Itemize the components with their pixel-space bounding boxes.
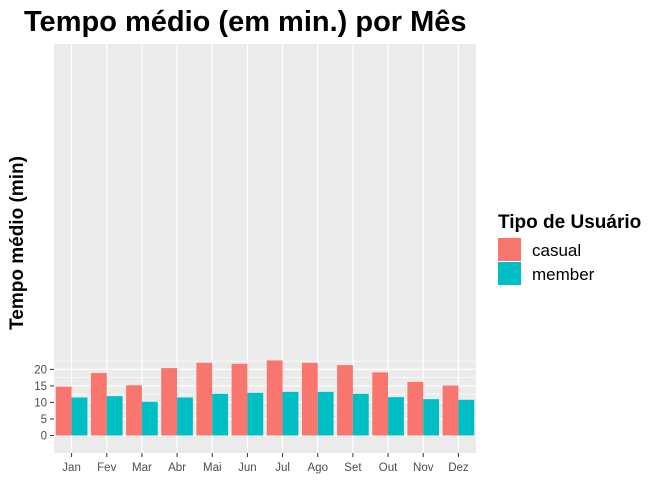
x-tick-label: Jul (275, 462, 290, 474)
plot-panel (54, 44, 476, 453)
bar-casual-Mar (126, 385, 142, 436)
y-tick-label: 5 (41, 414, 47, 426)
bar-casual-Fev (90, 373, 107, 436)
bar-casual-Jul (266, 360, 283, 436)
bar-casual-Jan (55, 386, 72, 436)
x-tick-label: Nov (413, 462, 434, 474)
bar-casual-Abr (161, 368, 178, 436)
bars-layer (55, 360, 475, 436)
bar-member-Dez (458, 399, 475, 436)
x-tick-label: Jun (238, 462, 257, 474)
x-tick-label: Dez (448, 462, 469, 474)
bar-member-Fev (106, 396, 123, 436)
bar-casual-Dez (442, 385, 459, 436)
bar-casual-Out (372, 372, 389, 436)
x-tick-label: Abr (168, 462, 186, 474)
axis-ticks: 0 5 10 15 20 Jan Fev Mar Abr Mai Jun Jul Ago Set Out No… (34, 364, 469, 474)
y-tick-label: 20 (34, 364, 47, 376)
x-tick-label: Set (344, 462, 362, 474)
bar-member-Mai (212, 393, 229, 436)
chart-title: Tempo médio (em min.) por Mês (24, 6, 467, 38)
bar-member-Jul (282, 391, 299, 436)
x-tick-label: Mai (203, 462, 222, 474)
x-tick-label: Ago (308, 462, 328, 474)
bar-casual-Nov (407, 381, 424, 436)
bar-member-Mar (141, 401, 158, 436)
bar-member-Nov (423, 399, 440, 436)
bar-casual-Set (337, 365, 353, 436)
x-tick-label: Mar (132, 462, 152, 474)
bar-casual-Mai (196, 362, 213, 436)
plot-background (54, 44, 476, 453)
y-tick-label: 0 (41, 431, 47, 443)
legend-label-casual: casual (532, 241, 581, 260)
legend-key-member (498, 262, 521, 285)
bar-casual-Jun (231, 363, 248, 436)
y-tick-label: 15 (34, 381, 47, 393)
bar-member-Abr (177, 397, 193, 436)
bar-member-Jan (71, 397, 88, 436)
bar-member-Ago (317, 391, 334, 436)
bar-member-Jun (247, 392, 264, 436)
legend-label-member: member (532, 265, 595, 284)
y-axis-title: Tempo médio (min) (7, 156, 28, 330)
x-tick-label: Jan (62, 462, 81, 474)
legend-title: Tipo de Usuário (498, 212, 641, 233)
x-tick-label: Fev (97, 462, 116, 474)
x-tick-label: Out (379, 462, 398, 474)
bar-member-Out (388, 397, 404, 436)
legend: Tipo de Usuário casual member (498, 212, 641, 285)
bar-member-Set (352, 393, 369, 436)
bar-casual-Ago (301, 362, 318, 436)
y-tick-label: 10 (34, 397, 47, 409)
legend-key-casual (498, 238, 521, 261)
